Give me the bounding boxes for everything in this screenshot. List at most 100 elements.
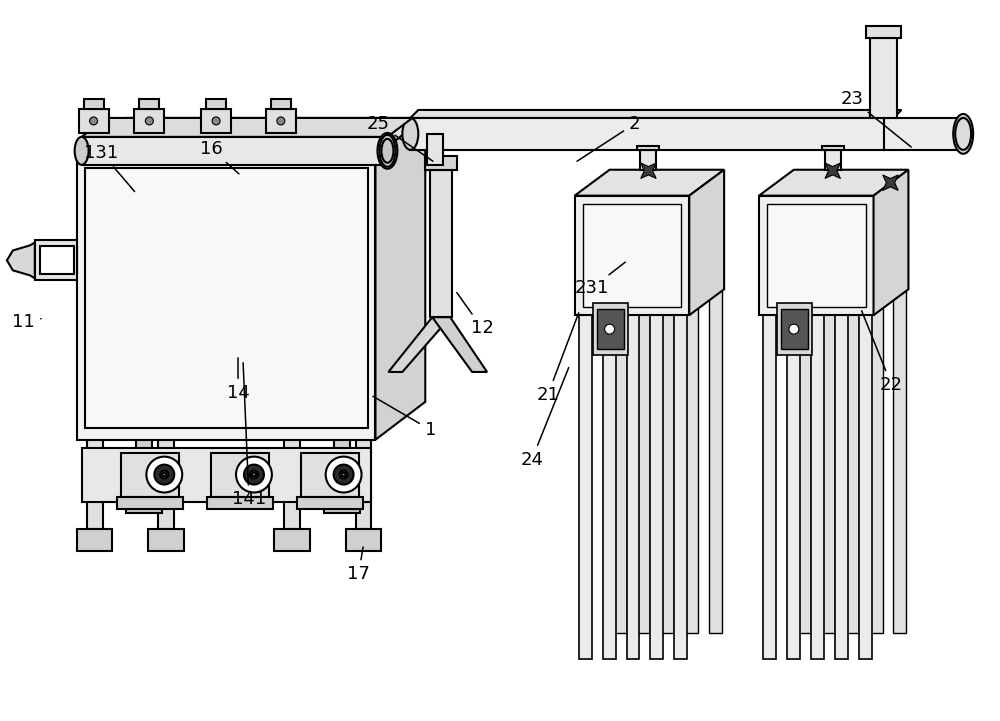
Polygon shape	[87, 440, 103, 529]
Polygon shape	[884, 118, 963, 150]
Polygon shape	[603, 315, 616, 659]
Polygon shape	[822, 146, 844, 150]
Polygon shape	[637, 289, 650, 633]
Ellipse shape	[953, 114, 973, 154]
Polygon shape	[77, 156, 375, 440]
Circle shape	[342, 472, 346, 477]
Polygon shape	[77, 118, 425, 156]
Polygon shape	[709, 289, 722, 633]
Circle shape	[342, 472, 346, 477]
Polygon shape	[575, 169, 724, 195]
Polygon shape	[425, 156, 457, 169]
Circle shape	[252, 472, 256, 477]
Polygon shape	[206, 99, 226, 109]
Polygon shape	[685, 289, 698, 633]
Polygon shape	[136, 402, 152, 492]
Circle shape	[145, 117, 153, 125]
Ellipse shape	[379, 135, 395, 167]
Ellipse shape	[377, 133, 397, 169]
Polygon shape	[593, 304, 628, 355]
Polygon shape	[82, 118, 412, 137]
Polygon shape	[787, 315, 800, 659]
Polygon shape	[825, 163, 840, 179]
Polygon shape	[579, 315, 592, 659]
Polygon shape	[117, 497, 183, 510]
Polygon shape	[410, 118, 893, 150]
Text: 17: 17	[347, 547, 370, 583]
Circle shape	[250, 471, 258, 479]
Polygon shape	[893, 289, 906, 633]
Polygon shape	[334, 402, 350, 492]
Polygon shape	[284, 440, 300, 529]
Polygon shape	[126, 492, 162, 513]
Circle shape	[252, 472, 256, 477]
Polygon shape	[35, 241, 77, 280]
Circle shape	[162, 472, 166, 477]
Polygon shape	[759, 195, 874, 315]
Polygon shape	[121, 453, 179, 497]
Polygon shape	[640, 150, 656, 169]
Polygon shape	[207, 497, 273, 510]
Polygon shape	[870, 289, 883, 633]
Polygon shape	[825, 150, 841, 169]
Circle shape	[326, 456, 362, 492]
Text: 231: 231	[574, 262, 625, 297]
Ellipse shape	[381, 139, 393, 163]
Circle shape	[154, 464, 174, 485]
Text: 11: 11	[12, 313, 41, 331]
Polygon shape	[79, 109, 109, 133]
Polygon shape	[375, 118, 425, 440]
Polygon shape	[427, 134, 443, 165]
Polygon shape	[211, 453, 269, 497]
Polygon shape	[661, 289, 674, 633]
Circle shape	[605, 324, 615, 334]
Circle shape	[334, 464, 354, 485]
Polygon shape	[266, 109, 296, 133]
Polygon shape	[388, 317, 450, 372]
Ellipse shape	[955, 118, 971, 150]
Polygon shape	[82, 448, 371, 503]
Polygon shape	[674, 315, 687, 659]
Polygon shape	[274, 529, 310, 552]
Ellipse shape	[75, 137, 89, 165]
Circle shape	[789, 324, 799, 334]
Circle shape	[277, 117, 285, 125]
Text: 2: 2	[577, 115, 640, 162]
Circle shape	[340, 471, 348, 479]
Text: 12: 12	[457, 293, 494, 337]
Polygon shape	[689, 169, 724, 315]
Text: 131: 131	[84, 143, 135, 192]
Polygon shape	[866, 26, 901, 38]
Polygon shape	[346, 529, 381, 552]
Polygon shape	[271, 99, 291, 109]
Polygon shape	[201, 109, 231, 133]
Polygon shape	[767, 203, 866, 307]
Polygon shape	[410, 110, 901, 118]
Bar	[85, 168, 368, 428]
Polygon shape	[40, 247, 74, 274]
Polygon shape	[811, 315, 824, 659]
Text: 14: 14	[227, 358, 249, 402]
Polygon shape	[763, 315, 776, 659]
Text: 141: 141	[232, 363, 266, 508]
Polygon shape	[870, 38, 897, 118]
Polygon shape	[575, 195, 689, 315]
Polygon shape	[759, 169, 908, 195]
Polygon shape	[139, 99, 159, 109]
Text: 23: 23	[840, 90, 911, 147]
Polygon shape	[822, 289, 835, 633]
Polygon shape	[432, 317, 487, 372]
Polygon shape	[324, 492, 360, 513]
Polygon shape	[650, 315, 663, 659]
Polygon shape	[430, 169, 452, 317]
Circle shape	[244, 464, 264, 485]
Text: 22: 22	[862, 311, 903, 394]
Circle shape	[90, 117, 98, 125]
Polygon shape	[84, 99, 104, 109]
Polygon shape	[777, 304, 812, 355]
Polygon shape	[641, 163, 656, 179]
Polygon shape	[883, 175, 898, 190]
Circle shape	[160, 471, 168, 479]
Polygon shape	[781, 309, 808, 349]
Circle shape	[212, 117, 220, 125]
